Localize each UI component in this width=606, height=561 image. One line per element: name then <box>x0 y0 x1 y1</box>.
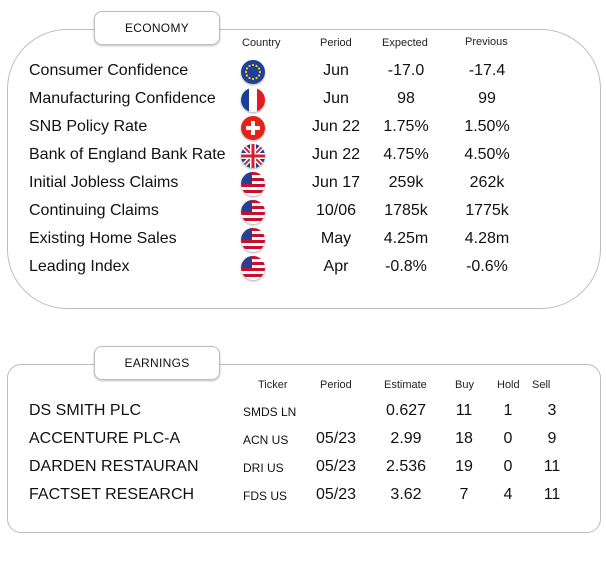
expected-value: 98 <box>397 90 415 107</box>
buy-value: 11 <box>455 402 473 419</box>
us-flag-icon <box>241 228 265 252</box>
economy-row[interactable]: Initial Jobless Claims Jun 17 259k 262k <box>0 172 606 202</box>
economy-row[interactable]: Existing Home Sales May 4.25m 4.28m <box>0 228 606 258</box>
hold-value: 4 <box>503 486 513 503</box>
period-value: May <box>320 230 352 247</box>
economy-row[interactable]: Leading Index Apr -0.8% -0.6% <box>0 256 606 286</box>
earnings-row[interactable]: ACCENTURE PLC-A ACN US 05/23 2.99 18 0 9 <box>0 430 606 458</box>
sell-header: Sell <box>532 379 551 391</box>
earnings-period-value: 05/23 <box>315 486 357 503</box>
us-flag-icon <box>241 172 265 196</box>
earnings-row[interactable]: DARDEN RESTAURAN DRI US 05/23 2.536 19 0 11 <box>0 458 606 486</box>
company-name: FACTSET RESEARCH <box>29 486 195 503</box>
estimate-header: Estimate <box>384 379 427 391</box>
previous-value: 1.50% <box>464 118 510 135</box>
ticker-value: DRI US <box>243 461 284 475</box>
period-value: Jun 22 <box>311 146 361 163</box>
expected-value: -0.8% <box>385 258 427 275</box>
earnings-period-value: 05/23 <box>315 430 357 447</box>
buy-value: 7 <box>459 486 469 503</box>
hold-value: 0 <box>503 430 513 447</box>
sell-value: 9 <box>547 430 557 447</box>
previous-value: 4.50% <box>464 146 510 163</box>
period-value: Jun <box>323 90 349 107</box>
expected-value: 1785k <box>384 202 428 219</box>
company-name: DS SMITH PLC <box>29 402 142 419</box>
economy-row[interactable]: Bank of England Bank Rate Jun 22 4.75% 4.50… <box>0 144 606 174</box>
france-flag-icon <box>241 88 265 112</box>
period-header: Period <box>320 37 352 49</box>
previous-value: 1775k <box>465 202 509 219</box>
sell-value: 3 <box>547 402 557 419</box>
indicator-name: Bank of England Bank Rate <box>29 146 226 163</box>
us-flag-icon <box>241 256 265 280</box>
period-value: Jun 17 <box>311 174 361 191</box>
previous-value: -0.6% <box>466 258 508 275</box>
indicator-name: Continuing Claims <box>29 202 159 219</box>
ticker-value: SMDS LN <box>243 405 297 419</box>
switzerland-flag-icon <box>241 116 265 140</box>
us-flag-icon <box>241 200 265 224</box>
buy-header: Buy <box>455 379 474 391</box>
company-name: ACCENTURE PLC-A <box>29 430 181 447</box>
economy-row[interactable]: Consumer Confidence Jun -17.0 -17.4 <box>0 60 606 90</box>
hold-value: 0 <box>503 458 513 475</box>
economy-row[interactable]: Manufacturing Confidence Jun 98 99 <box>0 88 606 118</box>
indicator-name: Initial Jobless Claims <box>29 174 179 191</box>
indicator-name: Consumer Confidence <box>29 62 189 79</box>
sell-value: 11 <box>543 458 561 475</box>
previous-value: -17.4 <box>468 62 506 79</box>
uk-flag-icon <box>241 144 265 168</box>
previous-value: 4.28m <box>464 230 510 247</box>
earnings-panel <box>7 364 601 533</box>
indicator-name: Leading Index <box>29 258 130 275</box>
period-value: Apr <box>323 258 349 275</box>
indicator-name: Existing Home Sales <box>29 230 177 247</box>
indicator-name: Manufacturing Confidence <box>29 90 216 107</box>
economy-tab[interactable]: ECONOMY <box>94 11 220 45</box>
economy-row[interactable]: SNB Policy Rate Jun 22 1.75% 1.50% <box>0 116 606 146</box>
economy-row[interactable]: Continuing Claims 10/06 1785k 1775k <box>0 200 606 230</box>
hold-header: Hold <box>497 379 520 391</box>
sell-value: 11 <box>543 486 561 503</box>
period-value: Jun <box>323 62 349 79</box>
buy-value: 18 <box>455 430 473 447</box>
expected-value: 4.25m <box>383 230 429 247</box>
estimate-value: 3.62 <box>390 486 422 503</box>
expected-value: 4.75% <box>383 146 429 163</box>
company-name: DARDEN RESTAURAN <box>29 458 199 475</box>
ticker-header: Ticker <box>258 379 288 391</box>
buy-value: 19 <box>455 458 473 475</box>
period-value: Jun 22 <box>311 118 361 135</box>
ticker-value: ACN US <box>243 433 289 447</box>
estimate-value: 0.627 <box>385 402 427 419</box>
earnings-period-value: 05/23 <box>315 458 357 475</box>
previous-value: 262k <box>469 174 505 191</box>
hold-value: 1 <box>503 402 513 419</box>
expected-value: 259k <box>388 174 424 191</box>
economy-panel <box>7 29 601 309</box>
previous-value: 99 <box>478 90 496 107</box>
estimate-value: 2.99 <box>390 430 422 447</box>
indicator-name: SNB Policy Rate <box>29 118 148 135</box>
earnings-tab[interactable]: EARNINGS <box>94 346 220 380</box>
estimate-value: 2.536 <box>385 458 427 475</box>
earnings-row[interactable]: FACTSET RESEARCH FDS US 05/23 3.62 7 4 11 <box>0 486 606 514</box>
previous-header: Previous <box>465 36 508 48</box>
earnings-row[interactable]: DS SMITH PLC SMDS LN 0.627 11 1 3 <box>0 402 606 430</box>
earnings-period-header: Period <box>320 379 352 391</box>
ticker-value: FDS US <box>243 489 288 503</box>
expected-header: Expected <box>382 37 428 49</box>
period-value: 10/06 <box>315 202 357 219</box>
country-header: Country <box>242 37 281 49</box>
expected-value: 1.75% <box>383 118 429 135</box>
eu-flag-icon <box>241 60 265 84</box>
expected-value: -17.0 <box>387 62 425 79</box>
